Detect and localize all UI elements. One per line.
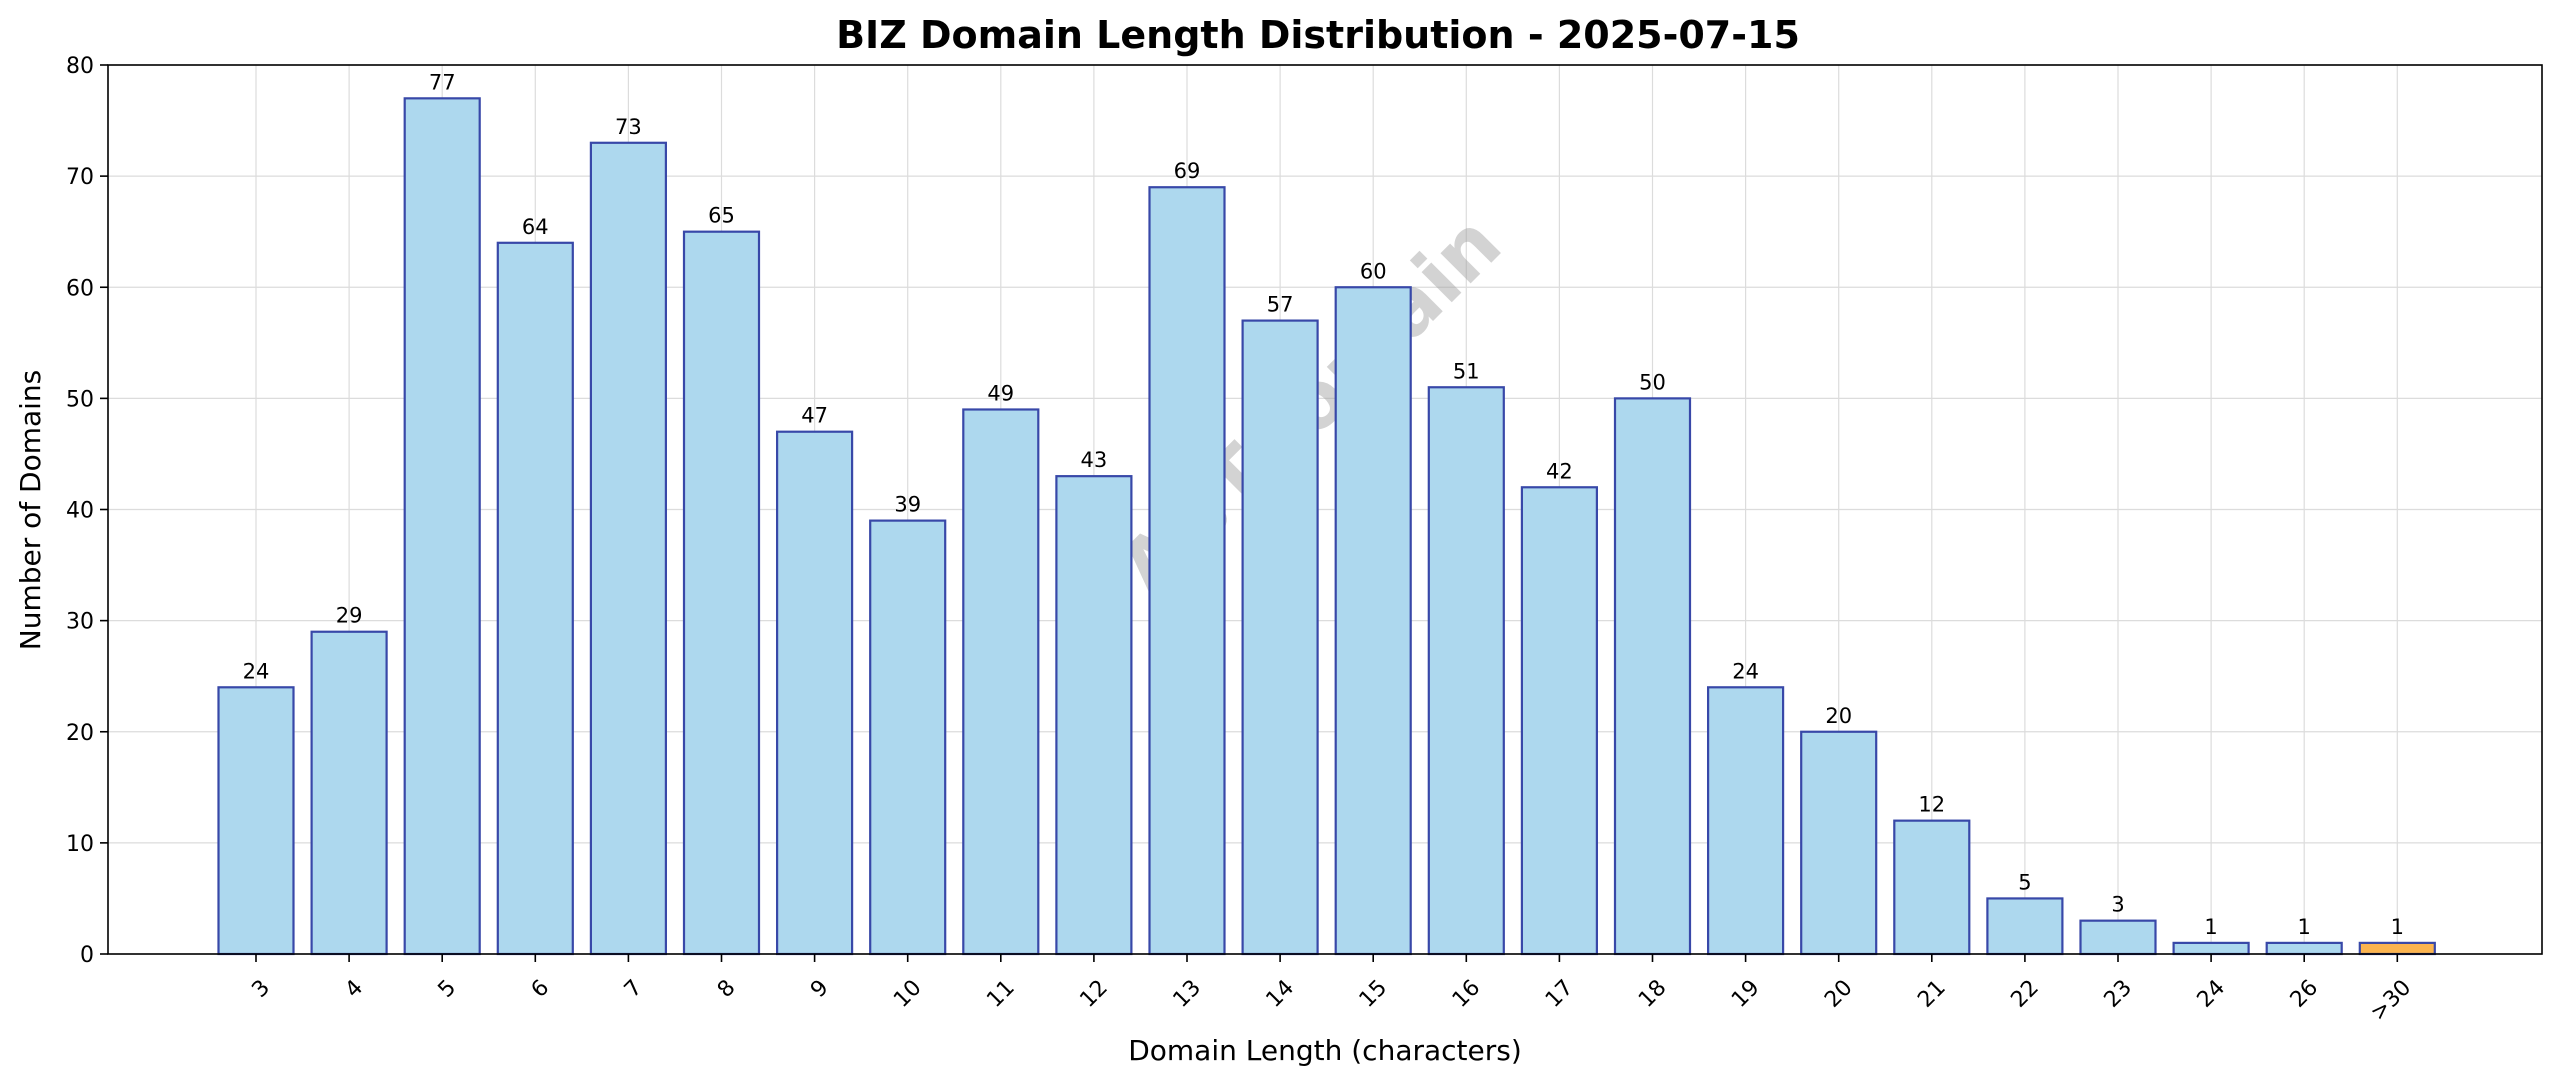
x-tick-label: 3 (247, 975, 275, 1003)
bar-value-label: 3 (2111, 893, 2124, 917)
bar-value-label: 1 (2391, 915, 2404, 939)
chart-title: BIZ Domain Length Distribution - 2025-07… (836, 13, 1800, 57)
x-tick-label: 14 (1262, 975, 1299, 1012)
bar-value-label: 1 (2298, 915, 2311, 939)
bar-6 (496, 241, 574, 956)
y-tick-label: 80 (66, 54, 94, 79)
y-axis: 0 10 20 30 40 50 60 70 80 (66, 54, 108, 968)
x-tick-label: 21 (1913, 975, 1950, 1012)
x-tick-label: 6 (527, 975, 555, 1003)
x-tick-label: 17 (1541, 975, 1578, 1012)
bar-value-label: 39 (894, 493, 921, 517)
bar-3 (217, 686, 295, 956)
x-axis-title: Domain Length (characters) (1128, 1034, 1522, 1067)
y-tick-label: 30 (66, 610, 94, 635)
bar->30 (2358, 941, 2436, 956)
x-tick-label: 26 (2286, 975, 2323, 1012)
bar-value-label: 49 (987, 381, 1014, 405)
x-axis: 3 4 5 6 7 8 9 10 11 12 13 14 15 16 17 18 19 20 21 22 23 24 26 >… (247, 954, 2416, 1026)
bar-14 (1241, 319, 1319, 956)
y-tick-label: 60 (66, 276, 94, 301)
x-tick-label: 11 (982, 975, 1019, 1012)
x-tick-label: 20 (1820, 975, 1857, 1012)
x-tick-label: 16 (1448, 975, 1485, 1012)
x-tick-label: 4 (341, 975, 369, 1003)
y-axis-title: Number of Domains (14, 370, 47, 651)
y-tick-label: 40 (66, 499, 94, 524)
bar-value-labels: 24 29 77 64 73 65 47 39 49 43 69 57 60 51 42 50 24 20 12 5 3… (243, 70, 2404, 939)
y-tick-label: 50 (66, 387, 94, 412)
bar-value-label: 60 (1360, 259, 1387, 283)
bar-17 (1520, 486, 1599, 956)
x-tick-label: 9 (806, 975, 834, 1003)
bar-9 (775, 430, 854, 956)
bar-value-label: 73 (615, 115, 642, 139)
x-tick-label: 12 (1075, 975, 1112, 1012)
bar-21 (1893, 819, 1971, 956)
bar-22 (1986, 897, 2064, 956)
bar-7 (589, 141, 668, 956)
bar-value-label: 69 (1174, 159, 1201, 183)
x-tick-label: >30 (2366, 975, 2417, 1026)
bar-13 (1148, 186, 1226, 956)
bar-value-label: 5 (2018, 870, 2031, 894)
bar-24 (2172, 941, 2250, 956)
x-tick-label: 13 (1169, 975, 1206, 1012)
bar-18 (1613, 397, 1692, 956)
x-tick-label: 24 (2193, 975, 2230, 1012)
bar-value-label: 1 (2204, 915, 2217, 939)
x-tick-label: 8 (713, 975, 741, 1003)
bar-value-label: 20 (1825, 704, 1852, 728)
x-tick-label: 18 (1634, 975, 1671, 1012)
x-tick-label: 15 (1355, 975, 1392, 1012)
bar-16 (1427, 386, 1505, 956)
bar-value-label: 50 (1639, 370, 1666, 394)
bar-5 (403, 97, 481, 956)
bar-value-label: 43 (1081, 448, 1108, 472)
bar-value-label: 24 (243, 659, 270, 683)
x-tick-label: 10 (889, 975, 926, 1012)
x-tick-label: 7 (620, 975, 648, 1003)
bar-19 (1706, 686, 1785, 956)
bar-4 (310, 630, 388, 956)
y-tick-label: 70 (66, 165, 94, 190)
bar-value-label: 47 (801, 404, 828, 428)
bar-26 (2265, 941, 2343, 956)
bar-value-label: 57 (1267, 293, 1294, 317)
bar-11 (962, 408, 1040, 956)
y-tick-label: 10 (66, 832, 94, 857)
bar-20 (1800, 730, 1878, 956)
bar-value-label: 64 (522, 215, 549, 239)
bar-value-label: 42 (1546, 459, 1573, 483)
bar-value-label: 29 (336, 604, 363, 628)
bar-value-label: 51 (1453, 359, 1480, 383)
y-tick-label: 20 (66, 721, 94, 746)
bars (217, 97, 2436, 956)
bar-value-label: 65 (708, 204, 735, 228)
bar-15 (1334, 286, 1412, 956)
x-tick-label: 23 (2100, 975, 2137, 1012)
x-tick-label: 19 (1727, 975, 1764, 1012)
bar-12 (1055, 475, 1133, 956)
bar-value-label: 24 (1732, 659, 1759, 683)
bar-8 (682, 230, 761, 956)
x-tick-label: 22 (2006, 975, 2043, 1012)
bar-value-label: 77 (429, 70, 456, 94)
bar-23 (2079, 919, 2157, 956)
y-tick-label: 0 (80, 943, 94, 968)
x-tick-label: 5 (434, 975, 462, 1003)
bar-value-label: 12 (1918, 793, 1945, 817)
bar-10 (869, 519, 947, 956)
